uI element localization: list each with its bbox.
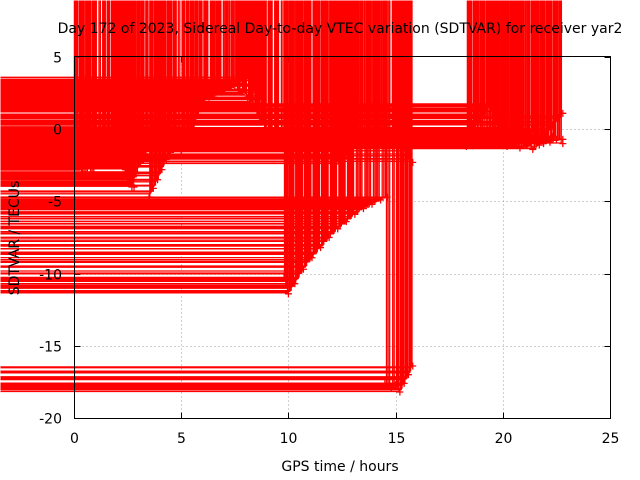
y-axis-label: SDTVAR / TECUs [7, 181, 23, 296]
series-track-12 [0, 0, 567, 146]
y-tick-label: 0 [53, 123, 62, 139]
data-point [529, 145, 537, 153]
series-track-5 [0, 0, 269, 110]
data-point-run [0, 0, 539, 150]
y-tick-label: -10 [39, 268, 62, 284]
y-tick-label: 5 [53, 51, 62, 67]
x-tick-label: 10 [280, 431, 298, 447]
data-point-run [0, 0, 413, 374]
data-point [130, 183, 138, 191]
tick-labels: 0 5 10 15 20 25 -20 -15 -10 -5 0 5 [39, 51, 619, 448]
data-point [409, 362, 417, 370]
data-point-run [0, 0, 252, 86]
x-tick-label: 25 [602, 431, 620, 447]
data-point-run [0, 0, 304, 285]
data-point [559, 135, 567, 143]
data-point-run [0, 0, 321, 259]
data-points [0, 0, 567, 396]
y-tick-label: -15 [39, 340, 62, 356]
x-axis-label: GPS time / hours [281, 459, 398, 475]
chart-title: Day 172 of 2023, Sidereal Day-to-day VTE… [58, 21, 623, 37]
data-point-run [0, 0, 312, 268]
series-track-6 [0, 0, 391, 298]
data-point-run [0, 0, 295, 293]
y-tick-label: -5 [48, 195, 62, 211]
series-track-9 [0, 0, 417, 396]
plot-frame [74, 56, 611, 419]
data-point-run [0, 0, 409, 384]
data-point-run [0, 0, 346, 229]
x-tick-label: 15 [388, 431, 406, 447]
x-tick-label: 5 [177, 431, 186, 447]
x-tick-label: 20 [495, 431, 513, 447]
data-point-run [0, 0, 556, 143]
x-tick-label: 0 [70, 431, 79, 447]
data-point-run [0, 0, 162, 181]
data-point-run [0, 0, 329, 247]
y-tick-label: -20 [39, 412, 62, 428]
